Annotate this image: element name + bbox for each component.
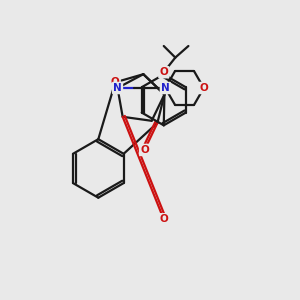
- Text: N: N: [113, 83, 122, 93]
- Text: O: O: [140, 145, 149, 155]
- Text: O: O: [200, 83, 208, 93]
- Text: O: O: [111, 77, 120, 87]
- Text: O: O: [159, 214, 168, 224]
- Text: N: N: [161, 83, 170, 93]
- Text: O: O: [159, 67, 168, 77]
